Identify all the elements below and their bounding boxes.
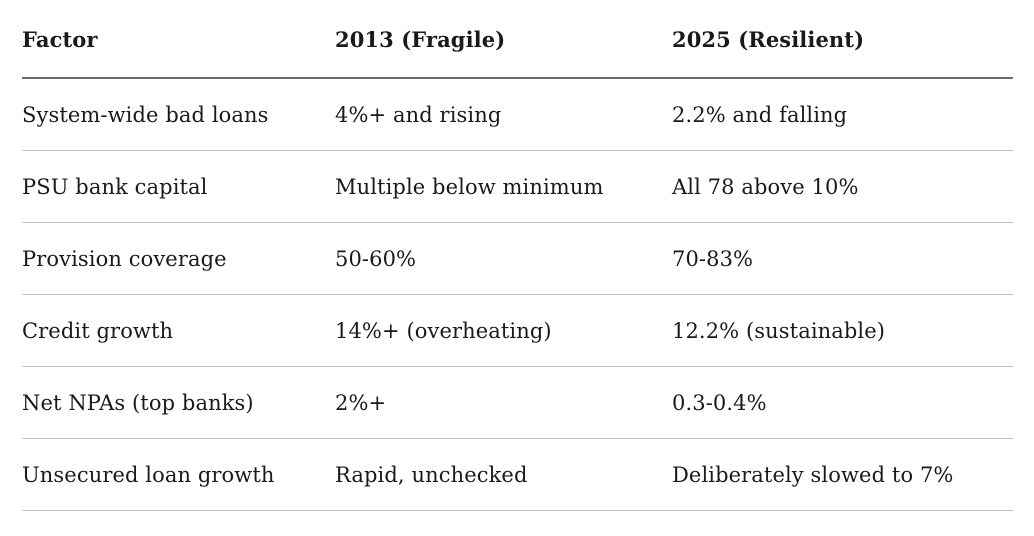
comparison-table-container: Factor 2013 (Fragile) 2025 (Resilient) S…	[22, 0, 1013, 511]
value-2013-cell: Multiple below minimum	[335, 150, 672, 223]
factor-cell: Credit growth	[22, 294, 335, 367]
value-2013-cell: 50-60%	[335, 222, 672, 295]
table-row: Provision coverage 50-60% 70-83%	[22, 222, 1013, 295]
value-2013-cell: 2%+	[335, 366, 672, 439]
value-2025-cell: 12.2% (sustainable)	[672, 294, 1013, 367]
factor-cell: Provision coverage	[22, 222, 335, 295]
value-2013-cell: Rapid, unchecked	[335, 438, 672, 511]
factor-cell: Unsecured loan growth	[22, 438, 335, 511]
table-row: Credit growth 14%+ (overheating) 12.2% (…	[22, 294, 1013, 367]
table-row: Net NPAs (top banks) 2%+ 0.3-0.4%	[22, 366, 1013, 439]
factor-cell: Net NPAs (top banks)	[22, 366, 335, 439]
table-row: System-wide bad loans 4%+ and rising 2.2…	[22, 78, 1013, 151]
table-row: PSU bank capital Multiple below minimum …	[22, 150, 1013, 223]
value-2013-cell: 4%+ and rising	[335, 78, 672, 151]
value-2013-cell: 14%+ (overheating)	[335, 294, 672, 367]
value-2025-cell: All 78 above 10%	[672, 150, 1013, 223]
factor-cell: PSU bank capital	[22, 150, 335, 223]
column-header-2013-fragile: 2013 (Fragile)	[335, 0, 672, 79]
factor-cell: System-wide bad loans	[22, 78, 335, 151]
fragile-vs-resilient-table: Factor 2013 (Fragile) 2025 (Resilient) S…	[22, 0, 1013, 511]
value-2025-cell: Deliberately slowed to 7%	[672, 438, 1013, 511]
table-row: Unsecured loan growth Rapid, unchecked D…	[22, 438, 1013, 511]
value-2025-cell: 2.2% and falling	[672, 78, 1013, 151]
column-header-factor: Factor	[22, 0, 335, 79]
value-2025-cell: 0.3-0.4%	[672, 366, 1013, 439]
column-header-2025-resilient: 2025 (Resilient)	[672, 0, 1013, 79]
header-row: Factor 2013 (Fragile) 2025 (Resilient)	[22, 0, 1013, 79]
value-2025-cell: 70-83%	[672, 222, 1013, 295]
